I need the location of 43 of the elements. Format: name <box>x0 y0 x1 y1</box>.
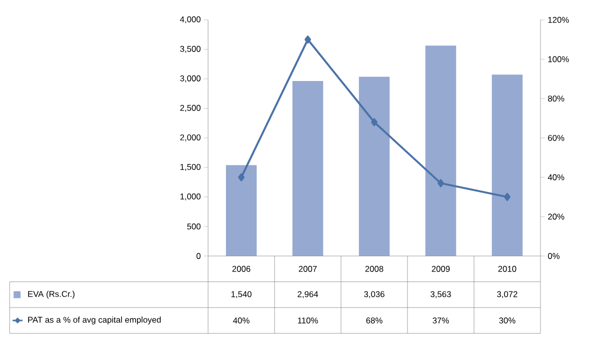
y-tick-label: 500 <box>187 223 201 230</box>
bar <box>226 164 257 256</box>
data-label: 110% <box>298 317 318 324</box>
x-tick-label: 2007 <box>298 266 317 272</box>
legend-label: EVA (Rs.Cr.) <box>28 290 74 298</box>
point <box>371 118 378 126</box>
point <box>504 192 510 201</box>
y2-tick-label: 80% <box>548 95 564 102</box>
x-tick-label: 2010 <box>498 266 516 272</box>
x-tick-label: 2008 <box>365 266 384 272</box>
y-tick-label: 3,500 <box>180 46 201 53</box>
data-label: 68% <box>366 317 382 324</box>
bar <box>292 80 324 256</box>
y-tick-label: 0 <box>196 252 201 259</box>
y-tick-label: 4,000 <box>180 16 201 24</box>
y-tick-label: 2,000 <box>180 134 201 142</box>
bar <box>492 74 523 256</box>
data-label: 3,072 <box>497 291 518 298</box>
x-tick-label: 2006 <box>232 266 250 272</box>
data-label: 3,036 <box>364 291 384 298</box>
y2-tick-label: 120% <box>548 16 569 23</box>
point <box>438 179 444 188</box>
data-label: 37% <box>432 317 449 324</box>
y2-tick-label: 60% <box>548 134 564 141</box>
data-label: 40% <box>233 317 250 324</box>
bar <box>425 46 456 256</box>
y2-tick-label: 100% <box>548 56 569 62</box>
y2-tick-label: 0% <box>548 252 560 259</box>
y-tick-label: 1,000 <box>180 193 201 200</box>
y-tick-label: 3,000 <box>180 75 201 82</box>
data-label: 30% <box>499 317 516 324</box>
point <box>238 173 245 182</box>
x-tick-label: 2009 <box>432 266 450 272</box>
data-label: 3,563 <box>430 291 451 298</box>
legend-label: PAT as a % of avg capital employed <box>28 316 161 324</box>
y-tick-label: 2,500 <box>180 104 201 112</box>
y-tick-label: 1,500 <box>180 164 201 171</box>
y2-tick-label: 20% <box>548 214 564 220</box>
data-label: 1,540 <box>231 291 252 298</box>
y2-tick-label: 40% <box>548 174 564 180</box>
data-label: 2,964 <box>298 291 318 298</box>
point <box>304 35 312 44</box>
bar <box>358 76 390 256</box>
